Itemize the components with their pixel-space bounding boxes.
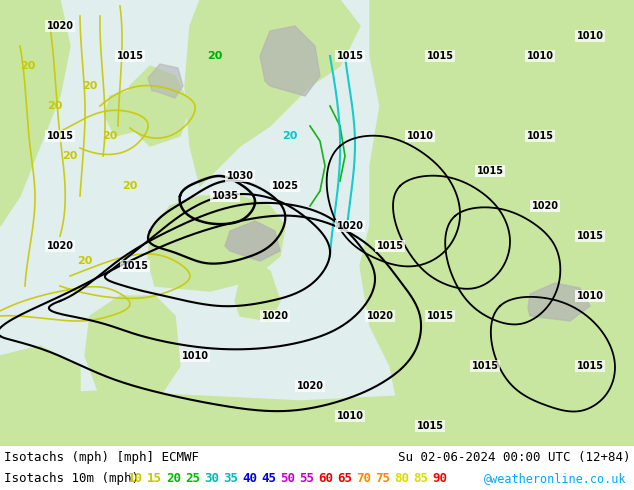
Text: 1020: 1020 xyxy=(46,21,74,31)
Text: 20: 20 xyxy=(102,131,118,141)
Text: 20: 20 xyxy=(166,471,181,485)
Text: 20: 20 xyxy=(207,51,223,61)
Polygon shape xyxy=(85,296,180,396)
Text: 70: 70 xyxy=(356,471,371,485)
Polygon shape xyxy=(125,66,190,146)
Text: 1015: 1015 xyxy=(427,51,453,61)
Text: 1020: 1020 xyxy=(366,311,394,321)
Text: 1015: 1015 xyxy=(427,311,453,321)
Polygon shape xyxy=(0,0,70,226)
Polygon shape xyxy=(235,261,280,321)
Text: 1010: 1010 xyxy=(337,411,363,421)
Text: 1015: 1015 xyxy=(117,51,143,61)
Text: 1015: 1015 xyxy=(377,241,403,251)
Text: 1015: 1015 xyxy=(472,361,498,371)
Text: 1015: 1015 xyxy=(337,51,363,61)
Text: 1030: 1030 xyxy=(226,171,254,181)
Polygon shape xyxy=(105,91,140,136)
Text: 1010: 1010 xyxy=(576,31,604,41)
Text: 90: 90 xyxy=(432,471,447,485)
Polygon shape xyxy=(225,221,280,261)
Polygon shape xyxy=(0,346,80,446)
Text: 25: 25 xyxy=(185,471,200,485)
Text: 1015: 1015 xyxy=(576,231,604,241)
Polygon shape xyxy=(528,283,590,321)
Polygon shape xyxy=(360,0,634,446)
Text: 1020: 1020 xyxy=(46,241,74,251)
Text: 40: 40 xyxy=(242,471,257,485)
Text: 15: 15 xyxy=(147,471,162,485)
Polygon shape xyxy=(148,196,285,291)
Text: 20: 20 xyxy=(82,81,98,91)
Text: 20: 20 xyxy=(282,131,298,141)
Text: Su 02-06-2024 00:00 UTC (12+84): Su 02-06-2024 00:00 UTC (12+84) xyxy=(398,451,630,465)
Text: 1015: 1015 xyxy=(526,131,553,141)
Text: 60: 60 xyxy=(318,471,333,485)
Text: 1015: 1015 xyxy=(122,261,148,271)
Polygon shape xyxy=(260,26,320,96)
Text: 1010: 1010 xyxy=(406,131,434,141)
Text: 1010: 1010 xyxy=(526,51,553,61)
Text: 1035: 1035 xyxy=(212,191,238,201)
Text: 55: 55 xyxy=(299,471,314,485)
Polygon shape xyxy=(148,64,183,98)
Text: 10: 10 xyxy=(128,471,143,485)
Text: 65: 65 xyxy=(337,471,352,485)
Text: 20: 20 xyxy=(20,61,36,71)
Text: Isotachs 10m (mph): Isotachs 10m (mph) xyxy=(4,471,139,485)
Text: 1015: 1015 xyxy=(417,421,444,431)
Text: 1015: 1015 xyxy=(46,131,74,141)
Text: 1025: 1025 xyxy=(271,181,299,191)
Text: 20: 20 xyxy=(48,101,63,111)
Text: 1020: 1020 xyxy=(531,201,559,211)
Text: 1020: 1020 xyxy=(337,221,363,231)
Text: 1010: 1010 xyxy=(181,351,209,361)
Polygon shape xyxy=(0,391,634,446)
Text: 1015: 1015 xyxy=(576,361,604,371)
Text: 50: 50 xyxy=(280,471,295,485)
Text: 1015: 1015 xyxy=(477,166,503,176)
Text: 85: 85 xyxy=(413,471,428,485)
Text: 75: 75 xyxy=(375,471,390,485)
Text: 35: 35 xyxy=(223,471,238,485)
Text: 30: 30 xyxy=(204,471,219,485)
Text: 1020: 1020 xyxy=(261,311,288,321)
Text: 1020: 1020 xyxy=(297,381,323,391)
Text: @weatheronline.co.uk: @weatheronline.co.uk xyxy=(484,471,626,485)
Text: 45: 45 xyxy=(261,471,276,485)
Text: 1010: 1010 xyxy=(576,291,604,301)
Polygon shape xyxy=(185,0,360,186)
Text: 80: 80 xyxy=(394,471,409,485)
Text: 20: 20 xyxy=(122,181,138,191)
Text: Isotachs (mph) [mph] ECMWF: Isotachs (mph) [mph] ECMWF xyxy=(4,451,199,465)
Text: 20: 20 xyxy=(77,256,93,266)
Text: 20: 20 xyxy=(62,151,78,161)
